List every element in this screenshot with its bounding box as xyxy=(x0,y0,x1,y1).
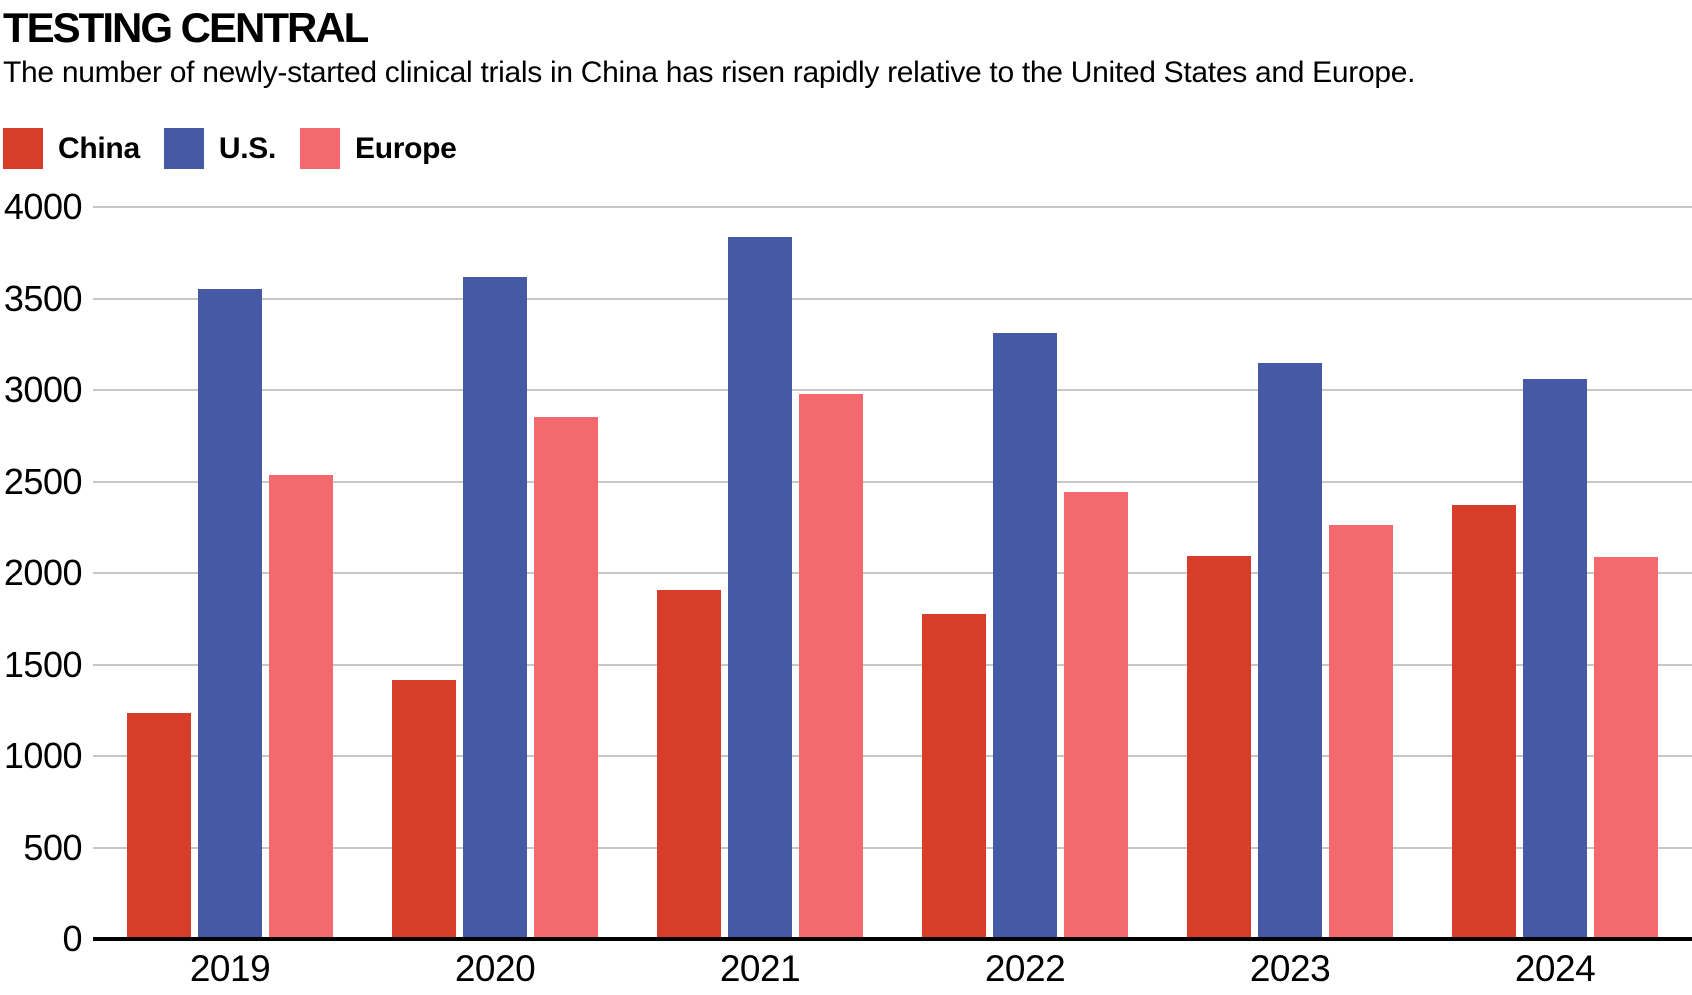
y-gridline xyxy=(93,755,1692,757)
legend-item-europe: Europe xyxy=(300,128,457,169)
bar-china-2020 xyxy=(392,680,456,939)
y-axis-tick-label: 500 xyxy=(23,826,82,868)
chart-legend: China U.S. Europe xyxy=(3,128,481,169)
y-axis-tick-label: 1000 xyxy=(3,735,83,776)
bar-europe-2019 xyxy=(269,475,333,939)
europe-color-swatch xyxy=(300,128,340,169)
x-axis-line xyxy=(93,937,1692,941)
china-color-swatch xyxy=(3,128,43,169)
bar-us-2022 xyxy=(993,333,1057,939)
bar-china-2023 xyxy=(1187,555,1251,939)
y-gridline xyxy=(93,297,1692,300)
bar-europe-2020 xyxy=(534,417,598,939)
y-axis-tick-label: 2000 xyxy=(3,552,83,593)
bar-europe-2021 xyxy=(799,393,863,939)
x-axis-label-2019: 2019 xyxy=(189,948,271,989)
y-gridline xyxy=(93,663,1692,666)
legend-label-europe: Europe xyxy=(355,131,457,165)
y-axis-tick-label: 2500 xyxy=(3,460,83,502)
y-gridline xyxy=(93,480,1692,483)
y-axis-tick-label: 3500 xyxy=(3,277,83,319)
x-axis-label-2022: 2022 xyxy=(984,948,1066,989)
y-gridline xyxy=(93,846,1692,849)
x-axis-label-2020: 2020 xyxy=(454,948,536,989)
legend-item-china: China xyxy=(3,128,140,169)
y-axis-tick-label: 3000 xyxy=(3,369,83,410)
y-axis-tick-label: 1500 xyxy=(3,643,83,685)
x-axis-label-2024: 2024 xyxy=(1514,948,1596,989)
chart-title: TESTING CENTRAL xyxy=(3,4,369,51)
bar-china-2021 xyxy=(657,590,721,939)
bar-china-2022 xyxy=(922,614,986,939)
us-color-swatch xyxy=(163,128,204,169)
x-axis-label-2023: 2023 xyxy=(1249,948,1331,989)
bar-europe-2022 xyxy=(1064,491,1128,939)
y-axis-tick-label: 4000 xyxy=(3,186,83,227)
y-gridline xyxy=(93,572,1692,574)
y-axis-tick-label: 0 xyxy=(62,918,82,959)
bar-us-2024 xyxy=(1523,379,1587,939)
bar-europe-2023 xyxy=(1329,524,1393,939)
bar-us-2021 xyxy=(728,237,792,939)
legend-label-us: U.S. xyxy=(218,131,276,165)
legend-label-china: China xyxy=(58,131,140,165)
bar-europe-2024 xyxy=(1594,557,1658,939)
chart-subtitle: The number of newly-started clinical tri… xyxy=(3,56,1416,89)
bar-us-2019 xyxy=(198,289,262,939)
y-gridline xyxy=(93,206,1692,208)
bar-us-2020 xyxy=(463,276,527,939)
bar-us-2023 xyxy=(1258,363,1322,939)
bar-china-2024 xyxy=(1452,505,1516,939)
bar-china-2019 xyxy=(127,712,191,939)
x-axis-label-2021: 2021 xyxy=(719,948,801,989)
legend-item-us: U.S. xyxy=(163,128,276,169)
y-gridline xyxy=(93,389,1692,391)
